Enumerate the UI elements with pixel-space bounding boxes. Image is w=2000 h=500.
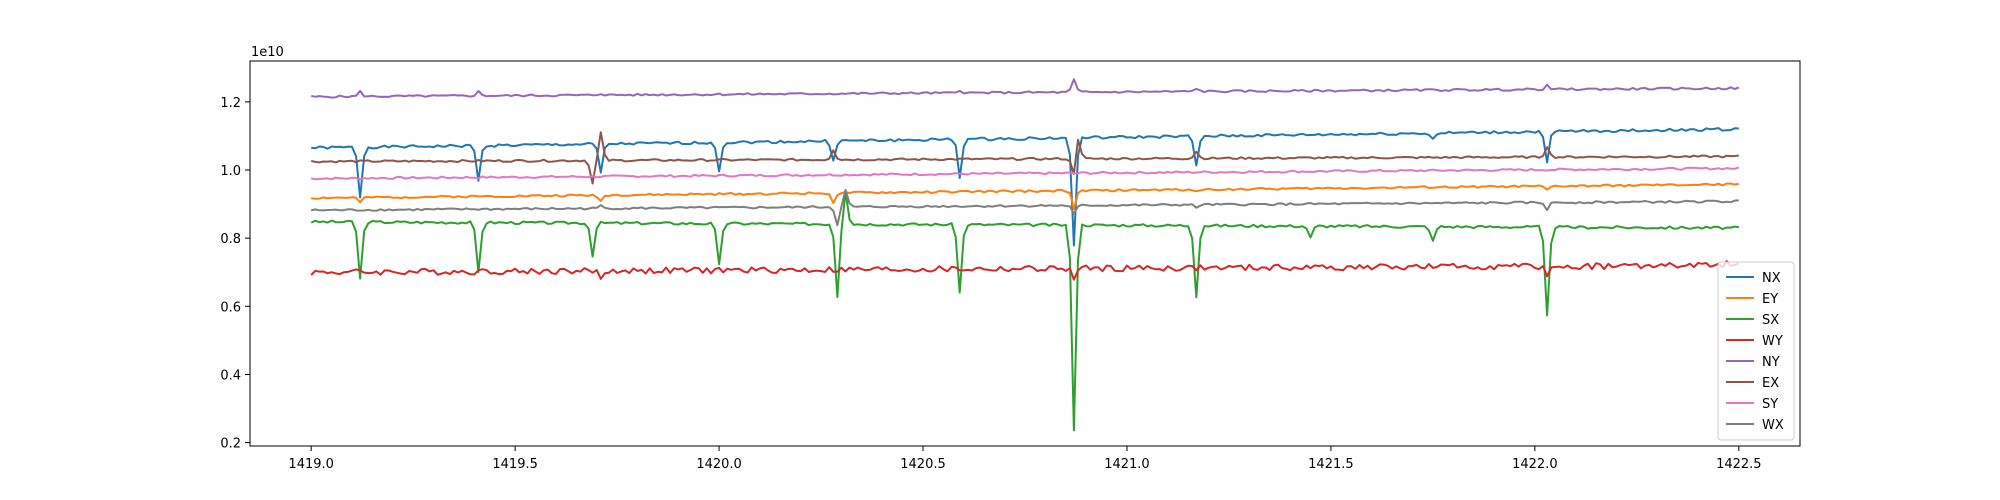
y-tick-label: 0.4 (220, 368, 241, 383)
legend: NX EY SX WY NY EX SY WX (1717, 261, 1795, 441)
series-line-sy (310, 166, 1740, 181)
x-tick-label: 1420.0 (696, 457, 742, 472)
x-tick-label: 1422.5 (1716, 457, 1762, 472)
x-axis: 1419.0 1419.5 1420.0 1420.5 1421.0 1421.5 1422… (288, 446, 1762, 472)
legend-label-sx: SX (1762, 313, 1779, 328)
plot-frame (249, 60, 1801, 447)
y-tick-label: 0.2 (220, 437, 241, 452)
legend-label-wx: WX (1762, 418, 1784, 433)
series-line-sx (310, 190, 1739, 432)
legend-label-ey: EY (1762, 292, 1778, 307)
y-tick-label: 1.0 (220, 164, 241, 179)
series-line-ey (311, 182, 1739, 210)
legend-label-ex: EX (1762, 376, 1779, 391)
series-line-wy (310, 260, 1740, 281)
series-line-wx (310, 188, 1739, 227)
x-tick-label: 1421.0 (1104, 457, 1150, 472)
y-tick-label: 0.6 (220, 300, 241, 315)
series-line-ex (310, 131, 1739, 185)
x-tick-label: 1419.0 (288, 457, 334, 472)
series-line-nx (311, 127, 1739, 247)
y-tick-label: 0.8 (220, 232, 241, 247)
legend-label-ny: NY (1762, 355, 1780, 370)
legend-label-wy: WY (1762, 334, 1783, 349)
x-tick-label: 1420.5 (900, 457, 946, 472)
legend-label-nx: NX (1762, 271, 1781, 286)
x-tick-label: 1421.5 (1308, 457, 1354, 472)
legend-box (1717, 261, 1795, 441)
y-tick-label: 1.2 (220, 96, 241, 111)
series-line-ny (311, 78, 1740, 99)
plot-area (310, 78, 1740, 432)
legend-label-sy: SY (1762, 397, 1778, 412)
y-axis: 0.2 0.4 0.6 0.8 1.0 1.2 (220, 96, 250, 452)
x-tick-label: 1422.0 (1512, 457, 1558, 472)
y-axis-offset-label: 1e10 (251, 45, 284, 60)
x-tick-label: 1419.5 (492, 457, 538, 472)
